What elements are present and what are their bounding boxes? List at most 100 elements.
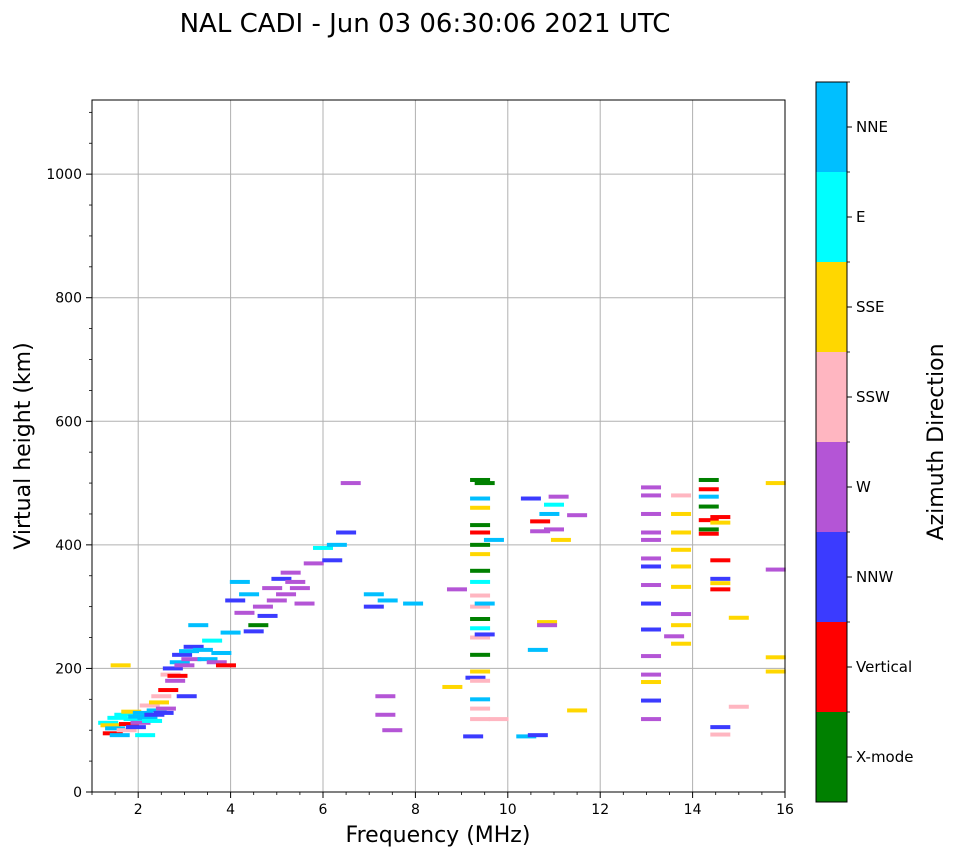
- echo-point: [710, 515, 731, 520]
- echo-point: [641, 556, 662, 561]
- echo-point: [539, 511, 560, 516]
- echo-point: [728, 615, 749, 620]
- echo-point: [516, 734, 537, 739]
- echo-point: [313, 545, 333, 550]
- echo-point: [118, 722, 139, 727]
- echo-point: [107, 715, 128, 720]
- echo-point: [363, 592, 384, 597]
- echo-point: [567, 513, 588, 518]
- echo-point: [110, 663, 131, 668]
- chart-title: NAL CADI - Jun 03 06:30:06 2021 UTC: [180, 9, 671, 39]
- echo-point: [550, 537, 571, 542]
- echo-point: [139, 703, 160, 708]
- echo-point: [470, 523, 491, 528]
- echo-point: [474, 632, 495, 637]
- echo-point: [215, 663, 236, 668]
- echo-point: [544, 502, 564, 507]
- echo-point: [698, 518, 719, 523]
- echo-point: [544, 527, 564, 532]
- echo-point: [470, 542, 491, 547]
- echo-point: [176, 694, 197, 699]
- echo-point: [148, 700, 169, 705]
- echo-traces: [98, 477, 786, 739]
- echo-point: [206, 660, 227, 665]
- echo-point: [169, 660, 190, 665]
- echo-point: [465, 675, 486, 680]
- y-tick-label: 600: [55, 414, 82, 430]
- echo-point: [470, 593, 491, 598]
- echo-point: [765, 481, 786, 486]
- echo-point: [151, 694, 172, 699]
- echo-point: [641, 654, 662, 659]
- echo-point: [142, 718, 163, 723]
- echo-point: [641, 564, 662, 569]
- echo-point: [548, 494, 569, 499]
- echo-point: [165, 678, 186, 683]
- echo-point: [248, 623, 269, 628]
- echo-point: [470, 706, 491, 711]
- echo-point: [470, 477, 491, 482]
- echo-point: [671, 641, 692, 646]
- x-tick-label: 14: [684, 802, 702, 818]
- echo-point: [641, 601, 662, 606]
- echo-point: [289, 586, 310, 591]
- echo-point: [202, 638, 223, 643]
- echo-point: [322, 558, 343, 563]
- echo-point: [470, 552, 491, 557]
- echo-point: [470, 505, 491, 510]
- echo-point: [158, 688, 179, 693]
- echo-point: [114, 712, 135, 717]
- echo-point: [470, 678, 491, 683]
- echo-point: [197, 657, 218, 662]
- colorbar-segment: [816, 82, 847, 172]
- echo-point: [474, 481, 495, 486]
- echo-point: [446, 587, 467, 592]
- x-axis-ticks: 2 4 6 8 10 12 14 16: [91, 792, 794, 818]
- echo-point: [470, 496, 491, 501]
- y-tick-label: 0: [73, 785, 82, 801]
- echo-point: [252, 604, 273, 609]
- echo-point: [710, 725, 731, 730]
- echo-point: [130, 720, 151, 725]
- echo-point: [483, 537, 504, 542]
- echo-point: [698, 504, 719, 509]
- echo-point: [641, 672, 662, 677]
- echo-point: [698, 527, 719, 532]
- echo-point: [132, 710, 153, 715]
- echo-point: [765, 567, 786, 572]
- echo-point: [671, 493, 692, 498]
- colorbar-tick-label: X-mode: [856, 748, 913, 766]
- echo-point: [671, 584, 692, 589]
- colorbar-tick-label: NNE: [856, 118, 888, 136]
- echo-point: [671, 564, 692, 569]
- echo-point: [641, 583, 662, 588]
- echo-point: [181, 657, 202, 662]
- echo-point: [728, 704, 749, 709]
- echo-point: [239, 592, 260, 597]
- echo-point: [474, 601, 495, 606]
- echo-point: [765, 669, 786, 674]
- echo-point: [135, 733, 156, 738]
- echo-point: [710, 576, 731, 581]
- echo-point: [262, 586, 283, 591]
- echo-point: [698, 477, 719, 482]
- echo-point: [470, 617, 491, 621]
- echo-point: [375, 712, 396, 717]
- echo-point: [188, 623, 209, 628]
- colorbar-tick-label: SSW: [856, 388, 890, 406]
- echo-point: [470, 697, 491, 702]
- echo-point: [710, 581, 731, 586]
- echo-point: [220, 630, 241, 635]
- echo-point: [698, 494, 719, 499]
- grid-lines: [92, 100, 786, 793]
- echo-point: [470, 626, 491, 631]
- echo-point: [303, 561, 324, 566]
- echo-point: [470, 604, 491, 609]
- plot-background: [92, 100, 785, 792]
- echo-point: [363, 604, 384, 609]
- y-axis-label: Virtual height (km): [11, 342, 36, 549]
- echo-point: [294, 601, 315, 606]
- echo-point: [382, 728, 403, 733]
- echo-point: [153, 710, 174, 715]
